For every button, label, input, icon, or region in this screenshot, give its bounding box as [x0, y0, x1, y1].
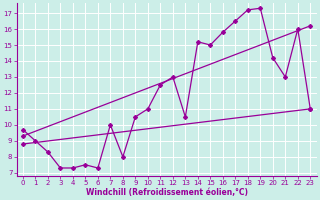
- X-axis label: Windchill (Refroidissement éolien,°C): Windchill (Refroidissement éolien,°C): [85, 188, 248, 197]
